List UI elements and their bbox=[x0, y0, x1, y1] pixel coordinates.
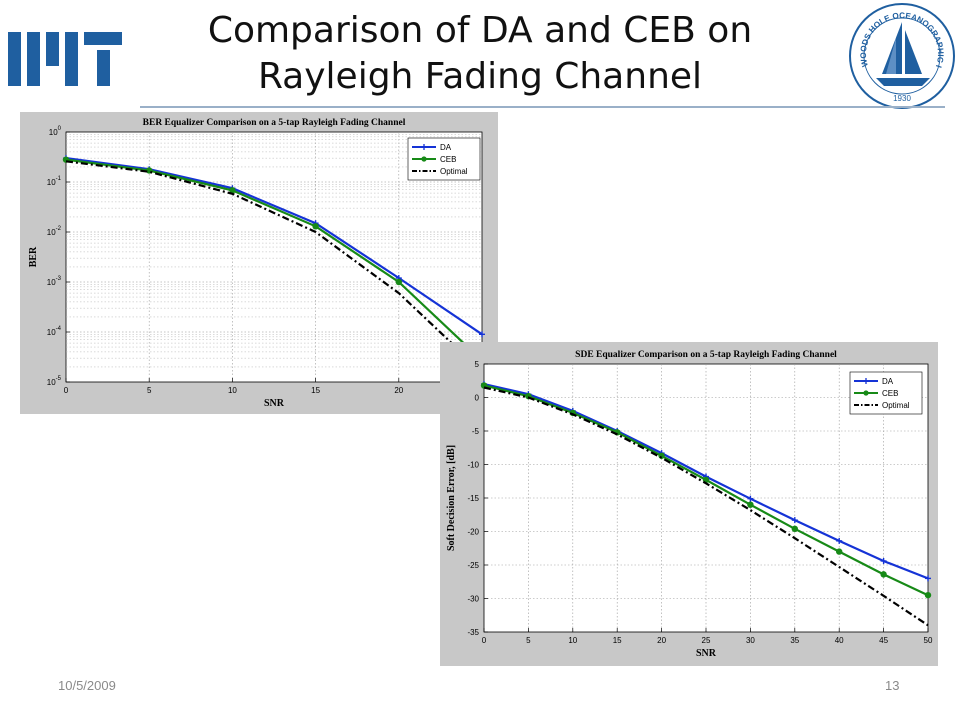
y-tick-label: -30 bbox=[467, 595, 479, 604]
data-point-da bbox=[791, 517, 798, 524]
y-tick-label: 10-4 bbox=[47, 326, 62, 337]
x-tick-label: 15 bbox=[311, 386, 320, 395]
y-tick-label: 10-3 bbox=[47, 276, 62, 287]
data-point-ceb bbox=[747, 501, 754, 508]
x-tick-label: 0 bbox=[64, 386, 69, 395]
x-axis-label: SNR bbox=[264, 398, 285, 409]
y-axis-label: BER bbox=[28, 246, 39, 267]
slide-title-line1: Comparison of DA and CEB on bbox=[207, 10, 753, 51]
x-tick-label: 20 bbox=[657, 636, 666, 645]
series-line-da bbox=[65, 157, 483, 336]
data-point-ceb bbox=[395, 278, 402, 286]
legend-label-ceb: CEB bbox=[882, 389, 898, 398]
legend-label-optimal: Optimal bbox=[882, 401, 910, 410]
y-tick-exponent: -4 bbox=[56, 326, 62, 332]
y-tick-label: 100 bbox=[49, 126, 62, 137]
series-line-optimal bbox=[65, 160, 483, 373]
y-tick-label: -10 bbox=[467, 461, 479, 470]
sde-chart-panel: SDE Equalizer Comparison on a 5-tap Rayl… bbox=[440, 342, 938, 666]
data-point-ceb bbox=[880, 571, 887, 578]
data-point-da bbox=[747, 495, 754, 502]
y-tick-label: 10-2 bbox=[47, 226, 62, 237]
x-tick-label: 5 bbox=[147, 386, 152, 395]
slide-title-line2: Rayleigh Fading Channel bbox=[257, 56, 703, 97]
x-tick-label: 10 bbox=[228, 386, 237, 395]
title-divider bbox=[140, 106, 945, 108]
data-point-da bbox=[479, 331, 485, 338]
y-tick-label: 10-1 bbox=[47, 176, 62, 187]
x-tick-label: 50 bbox=[924, 636, 933, 645]
x-axis-label: SNR bbox=[696, 648, 717, 659]
data-point-ceb bbox=[924, 591, 932, 599]
data-point-ceb bbox=[836, 548, 843, 555]
series-line-ceb bbox=[65, 158, 483, 362]
x-tick-label: 20 bbox=[394, 386, 403, 395]
x-tick-label: 40 bbox=[835, 636, 844, 645]
data-point-da bbox=[925, 575, 931, 582]
y-tick-label: -5 bbox=[472, 427, 480, 436]
legend-label-da: DA bbox=[440, 143, 452, 152]
x-tick-label: 10 bbox=[568, 636, 577, 645]
y-tick-exponent: 0 bbox=[58, 126, 62, 132]
chart-title: BER Equalizer Comparison on a 5-tap Rayl… bbox=[143, 118, 406, 128]
y-tick-exponent: -2 bbox=[56, 226, 62, 232]
sailboat-icon bbox=[876, 22, 930, 86]
y-tick-label: 10-5 bbox=[47, 376, 62, 387]
y-axis-label: Soft Decision Error, [dB] bbox=[446, 445, 457, 551]
footer-date: 10/5/2009 bbox=[58, 678, 116, 693]
y-tick-base: 10 bbox=[47, 378, 56, 387]
data-point-ceb bbox=[229, 187, 236, 194]
y-tick-label: 5 bbox=[475, 360, 480, 369]
legend-marker bbox=[421, 156, 427, 162]
data-point-da bbox=[836, 537, 843, 544]
data-point-ceb bbox=[658, 452, 665, 459]
x-tick-label: 0 bbox=[482, 636, 487, 645]
x-tick-label: 5 bbox=[526, 636, 531, 645]
y-tick-label: -15 bbox=[467, 494, 479, 503]
slide-title: Comparison of DA and CEB on Rayleigh Fad… bbox=[150, 8, 810, 100]
mit-logo-mark bbox=[8, 32, 122, 86]
whoi-logo-year: 1930 bbox=[893, 94, 911, 103]
legend-marker bbox=[863, 390, 869, 396]
y-tick-exponent: -3 bbox=[56, 276, 62, 282]
y-tick-label: -35 bbox=[467, 628, 479, 637]
legend-label-optimal: Optimal bbox=[440, 167, 468, 176]
y-tick-exponent: -1 bbox=[56, 176, 62, 182]
y-tick-base: 10 bbox=[49, 128, 58, 137]
x-tick-label: 15 bbox=[613, 636, 622, 645]
y-tick-base: 10 bbox=[47, 228, 56, 237]
ber-chart: BER Equalizer Comparison on a 5-tap Rayl… bbox=[28, 118, 487, 409]
x-tick-label: 25 bbox=[702, 636, 711, 645]
sde-chart: SDE Equalizer Comparison on a 5-tap Rayl… bbox=[446, 350, 933, 659]
legend-box bbox=[849, 371, 923, 415]
chart-title: SDE Equalizer Comparison on a 5-tap Rayl… bbox=[575, 350, 837, 360]
y-tick-exponent: -5 bbox=[56, 376, 62, 382]
y-tick-base: 10 bbox=[47, 178, 56, 187]
ber-chart-panel: BER Equalizer Comparison on a 5-tap Rayl… bbox=[20, 112, 498, 414]
y-tick-label: -25 bbox=[467, 561, 479, 570]
y-tick-base: 10 bbox=[47, 328, 56, 337]
data-point-ceb bbox=[791, 525, 798, 533]
y-tick-label: -20 bbox=[467, 528, 479, 537]
legend-label-da: DA bbox=[882, 377, 894, 386]
x-tick-label: 30 bbox=[746, 636, 755, 645]
y-tick-label: 0 bbox=[475, 394, 480, 403]
x-tick-label: 35 bbox=[790, 636, 799, 645]
y-tick-base: 10 bbox=[47, 278, 56, 287]
series-line-optimal bbox=[483, 386, 929, 627]
data-point-da bbox=[880, 557, 887, 564]
x-tick-label: 45 bbox=[879, 636, 888, 645]
whoi-logo: WOODS HOLE OCEANOGRAPHIC INSTITUTION 193… bbox=[846, 0, 955, 109]
footer-page-number: 13 bbox=[885, 678, 900, 693]
legend-label-ceb: CEB bbox=[440, 155, 456, 164]
data-point-ceb bbox=[312, 223, 319, 230]
mit-logo bbox=[8, 32, 122, 86]
